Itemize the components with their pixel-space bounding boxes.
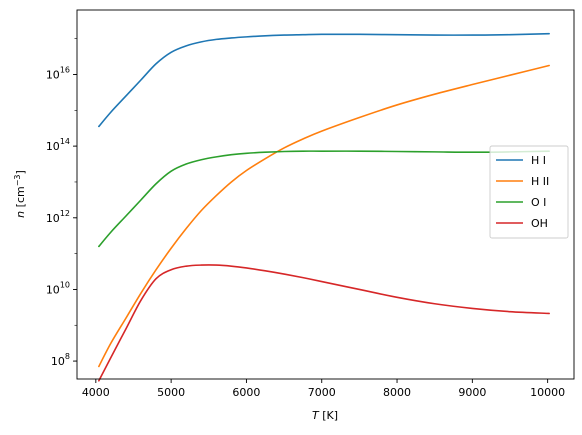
x-axis-label-symbol: T bbox=[312, 409, 320, 422]
x-tick-label: 7000 bbox=[308, 386, 336, 399]
x-tick-label: 5000 bbox=[157, 386, 185, 399]
series-lines bbox=[98, 32, 550, 382]
y-tick-label: 1014 bbox=[46, 137, 70, 153]
legend: H I H II O I OH bbox=[489, 145, 569, 239]
y-tick-label: 1016 bbox=[46, 65, 70, 81]
y-tick-label: 1010 bbox=[46, 280, 70, 296]
x-tick-label: 9000 bbox=[458, 386, 486, 399]
y-tick-label: 1012 bbox=[46, 209, 70, 225]
legend-label: O I bbox=[531, 196, 546, 209]
x-axis-label-unit: [K] bbox=[319, 409, 338, 422]
legend-label: H I bbox=[531, 154, 546, 167]
x-axis: 4000 5000 6000 7000 8000 9000 10000 bbox=[82, 379, 565, 399]
x-tick-label: 8000 bbox=[383, 386, 411, 399]
series-line-2 bbox=[98, 150, 550, 248]
y-axis-label: n [cm−3] bbox=[13, 170, 27, 218]
legend-label: H II bbox=[531, 175, 549, 188]
legend-label: OH bbox=[531, 217, 548, 230]
series-line-3 bbox=[98, 264, 550, 382]
x-tick-label: 10000 bbox=[530, 386, 565, 399]
y-axis-label-symbol: n bbox=[14, 211, 27, 218]
y-axis-label-unit-exponent: −3 bbox=[13, 174, 22, 186]
y-axis-label-unit: [cm bbox=[14, 186, 27, 211]
y-axis-label-unit-close: ] bbox=[14, 170, 27, 174]
x-axis-label: T [K] bbox=[312, 409, 338, 422]
y-tick-label: 108 bbox=[51, 352, 70, 368]
plot-frame bbox=[76, 9, 575, 380]
y-axis: 108 1010 1012 1014 1016 bbox=[46, 38, 77, 368]
x-tick-label: 4000 bbox=[82, 386, 110, 399]
series-line-1 bbox=[98, 64, 550, 368]
x-tick-label: 6000 bbox=[232, 386, 260, 399]
series-line-0 bbox=[98, 32, 550, 128]
legend-frame bbox=[489, 145, 569, 239]
